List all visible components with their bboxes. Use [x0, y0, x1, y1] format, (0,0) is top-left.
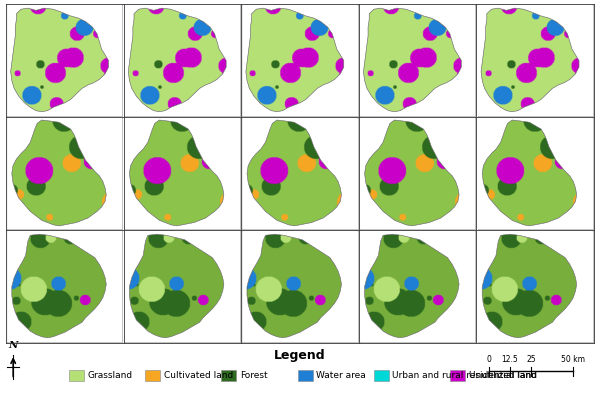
PathPatch shape [242, 5, 358, 116]
Bar [450, 370, 465, 381]
PathPatch shape [7, 118, 122, 229]
PathPatch shape [125, 5, 240, 116]
Bar [221, 370, 236, 381]
Text: 25: 25 [526, 355, 536, 364]
PathPatch shape [242, 231, 358, 342]
Text: N: N [8, 341, 18, 350]
PathPatch shape [125, 231, 240, 342]
PathPatch shape [7, 5, 122, 116]
Bar [145, 370, 160, 381]
Text: Unutilized land: Unutilized land [469, 371, 537, 380]
PathPatch shape [360, 118, 475, 229]
PathPatch shape [360, 231, 475, 342]
Text: Forest: Forest [240, 371, 268, 380]
Text: Legend: Legend [274, 349, 326, 362]
PathPatch shape [478, 231, 593, 342]
PathPatch shape [478, 5, 593, 116]
Bar [69, 370, 84, 381]
Text: Water area: Water area [316, 371, 366, 380]
PathPatch shape [125, 118, 240, 229]
Bar [298, 370, 313, 381]
Text: Grassland: Grassland [88, 371, 133, 380]
Text: 0: 0 [487, 355, 491, 364]
PathPatch shape [478, 118, 593, 229]
Text: Urban and rural residential land: Urban and rural residential land [392, 371, 537, 380]
Text: 12.5: 12.5 [502, 355, 518, 364]
Text: 50 km: 50 km [561, 355, 585, 364]
PathPatch shape [7, 231, 122, 342]
Text: Cultivated land: Cultivated land [164, 371, 233, 380]
PathPatch shape [242, 118, 358, 229]
Bar [374, 370, 389, 381]
PathPatch shape [360, 5, 475, 116]
